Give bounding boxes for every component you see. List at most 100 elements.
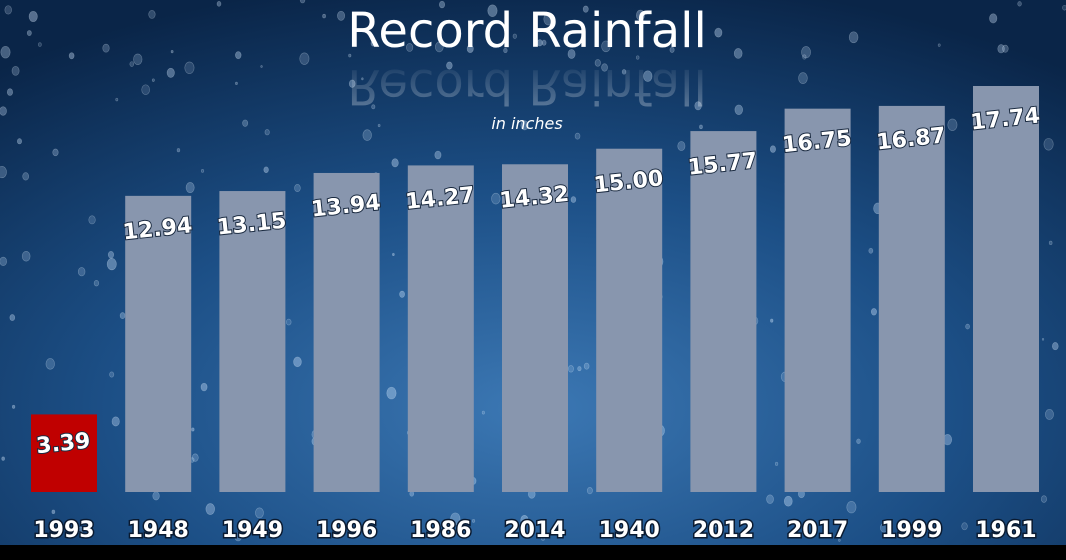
bar (878, 105, 945, 492)
rain-drop (1043, 138, 1054, 151)
rain-drop (471, 518, 476, 523)
rain-drop (601, 40, 611, 53)
rain-drop (520, 514, 529, 525)
rain-drop (582, 5, 589, 13)
rain-drop (362, 129, 372, 141)
rain-drop (299, 52, 310, 65)
rain-drop (152, 491, 160, 501)
rain-drop (255, 507, 264, 519)
rain-drop (798, 72, 808, 84)
rain-drop (989, 13, 998, 24)
rain-drop (322, 13, 326, 19)
x-tick-label: 2012 (693, 518, 754, 543)
rain-drop (409, 490, 415, 497)
rain-drop (151, 78, 155, 82)
rain-drop (961, 522, 968, 531)
rain-drop (997, 44, 1005, 54)
rain-drop (774, 461, 779, 466)
rain-drop (594, 59, 601, 67)
rain-drop (868, 247, 874, 254)
x-tick-label: 2017 (787, 518, 848, 543)
rain-drop (574, 132, 581, 140)
rain-drop (880, 522, 888, 533)
value-label: 13.94 (310, 190, 382, 222)
rain-drop (643, 70, 653, 82)
rain-drop (392, 252, 395, 257)
rain-drop (536, 39, 543, 47)
rain-drop (1062, 4, 1066, 11)
value-label: 3.39 (35, 429, 92, 460)
rain-drop (770, 318, 774, 323)
rain-drop (406, 43, 414, 52)
rain-drop (434, 150, 442, 160)
rain-drop (937, 43, 941, 47)
rain-drop (583, 362, 590, 370)
bar (407, 165, 474, 492)
rain-drop (766, 494, 774, 504)
rain-drop (22, 172, 30, 181)
rain-drop (370, 40, 376, 47)
rain-drop (543, 13, 554, 26)
rain-drop (965, 323, 970, 330)
rain-drop (176, 148, 181, 153)
bar (690, 131, 757, 492)
rain-drop (586, 487, 593, 495)
x-tick-label: 1986 (410, 518, 471, 543)
rain-drop (0, 166, 7, 179)
rain-drop (337, 10, 346, 21)
bar (784, 108, 851, 492)
x-tick-label: 1940 (599, 518, 660, 543)
rain-drop (714, 27, 723, 38)
rain-drop (191, 427, 195, 432)
rain-drop (26, 30, 32, 36)
bar (502, 164, 568, 492)
rain-drop (129, 61, 135, 67)
rain-drop (1, 456, 5, 461)
rain-drop (115, 97, 119, 102)
rain-drop (11, 404, 16, 409)
rain-drop (491, 192, 501, 205)
rain-drop (870, 308, 877, 316)
rain-drop (107, 251, 115, 259)
rain-drop (0, 256, 7, 266)
rain-drop (77, 526, 84, 534)
bar (31, 414, 97, 492)
rain-drop (1040, 495, 1047, 503)
rain-drop (119, 312, 126, 320)
x-tick-label: 1993 (33, 518, 94, 543)
rain-drop (235, 81, 238, 86)
rain-drop (68, 52, 75, 60)
rain-drop (51, 509, 56, 515)
rain-drop (191, 453, 199, 462)
rain-drop (846, 501, 857, 514)
rain-drop (234, 532, 242, 542)
rain-drop (677, 141, 686, 151)
rain-drop (520, 120, 529, 131)
rain-drop (386, 386, 397, 400)
rain-drop (848, 31, 859, 44)
rain-drop (93, 279, 100, 287)
rain-drop (9, 314, 16, 321)
rain-drop (769, 145, 776, 153)
rain-drop (503, 47, 508, 54)
rain-drop (6, 88, 13, 96)
x-tick-label: 1948 (128, 518, 189, 543)
chart-subtitle: in inches (491, 114, 562, 133)
rain-drop (264, 129, 270, 136)
rain-drop (838, 538, 841, 542)
x-tick-label: 1949 (222, 518, 283, 543)
rain-drop (621, 69, 627, 75)
rain-drop (1051, 342, 1059, 351)
rain-drop (148, 10, 156, 19)
rain-drop (11, 66, 20, 76)
bar (219, 191, 286, 492)
rain-drop (466, 44, 474, 53)
rain-drop (601, 63, 608, 72)
bar (313, 172, 380, 493)
rain-drop (487, 4, 498, 17)
rain-drop (216, 1, 222, 7)
rain-drop (0, 46, 11, 59)
rain-drop (450, 512, 461, 526)
rain-drop (801, 46, 811, 59)
